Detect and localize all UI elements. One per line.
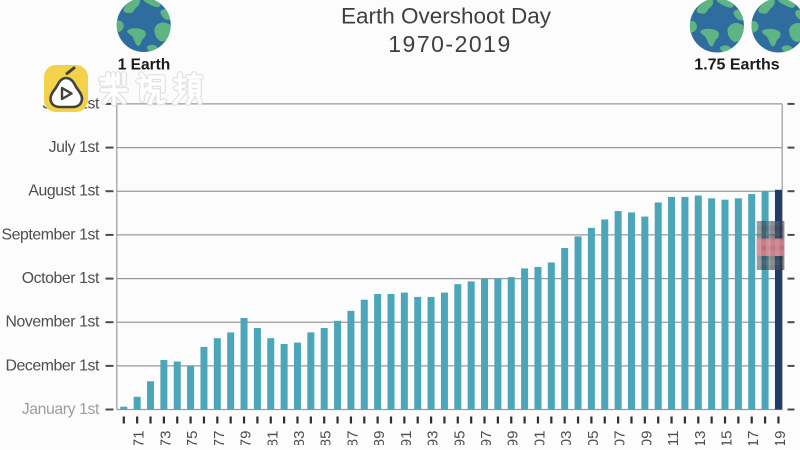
svg-text:July 1st: July 1st xyxy=(49,139,100,156)
svg-text:'95: '95 xyxy=(451,431,468,446)
svg-text:1970-2019: 1970-2019 xyxy=(388,31,512,57)
svg-text:'75: '75 xyxy=(184,431,201,446)
svg-text:'07: '07 xyxy=(612,431,629,446)
svg-text:'17: '17 xyxy=(745,431,762,446)
svg-text:'11: '11 xyxy=(665,431,682,446)
svg-text:'77: '77 xyxy=(211,431,228,446)
svg-text:September 1st: September 1st xyxy=(1,226,100,243)
svg-text:'85: '85 xyxy=(318,431,335,446)
svg-text:'81: '81 xyxy=(264,431,281,446)
svg-text:'97: '97 xyxy=(478,431,495,446)
svg-text:Earth Overshoot Day: Earth Overshoot Day xyxy=(341,4,552,29)
svg-text:'99: '99 xyxy=(505,431,522,446)
svg-text:December 1st: December 1st xyxy=(5,357,100,374)
svg-text:'73: '73 xyxy=(157,431,174,446)
svg-text:August 1st: August 1st xyxy=(28,183,100,200)
svg-text:'87: '87 xyxy=(344,431,361,446)
svg-text:'71: '71 xyxy=(131,431,148,446)
svg-text:'03: '03 xyxy=(558,431,575,446)
svg-text:January 1st: January 1st xyxy=(22,401,100,418)
svg-text:'13: '13 xyxy=(692,431,709,446)
svg-text:'01: '01 xyxy=(531,431,548,446)
svg-text:'83: '83 xyxy=(291,431,308,446)
svg-text:'79: '79 xyxy=(238,431,255,446)
svg-text:November 1st: November 1st xyxy=(5,314,100,331)
svg-text:'15: '15 xyxy=(719,431,736,446)
svg-text:'09: '09 xyxy=(638,431,655,446)
svg-text:'89: '89 xyxy=(371,431,388,446)
svg-text:'19: '19 xyxy=(772,431,789,446)
svg-text:'91: '91 xyxy=(398,431,415,446)
svg-text:1 Earth: 1 Earth xyxy=(118,57,171,74)
svg-text:'93: '93 xyxy=(425,431,442,446)
svg-text:'05: '05 xyxy=(585,431,602,446)
svg-text:1.75 Earths: 1.75 Earths xyxy=(694,57,779,74)
svg-text:October 1st: October 1st xyxy=(22,270,100,287)
